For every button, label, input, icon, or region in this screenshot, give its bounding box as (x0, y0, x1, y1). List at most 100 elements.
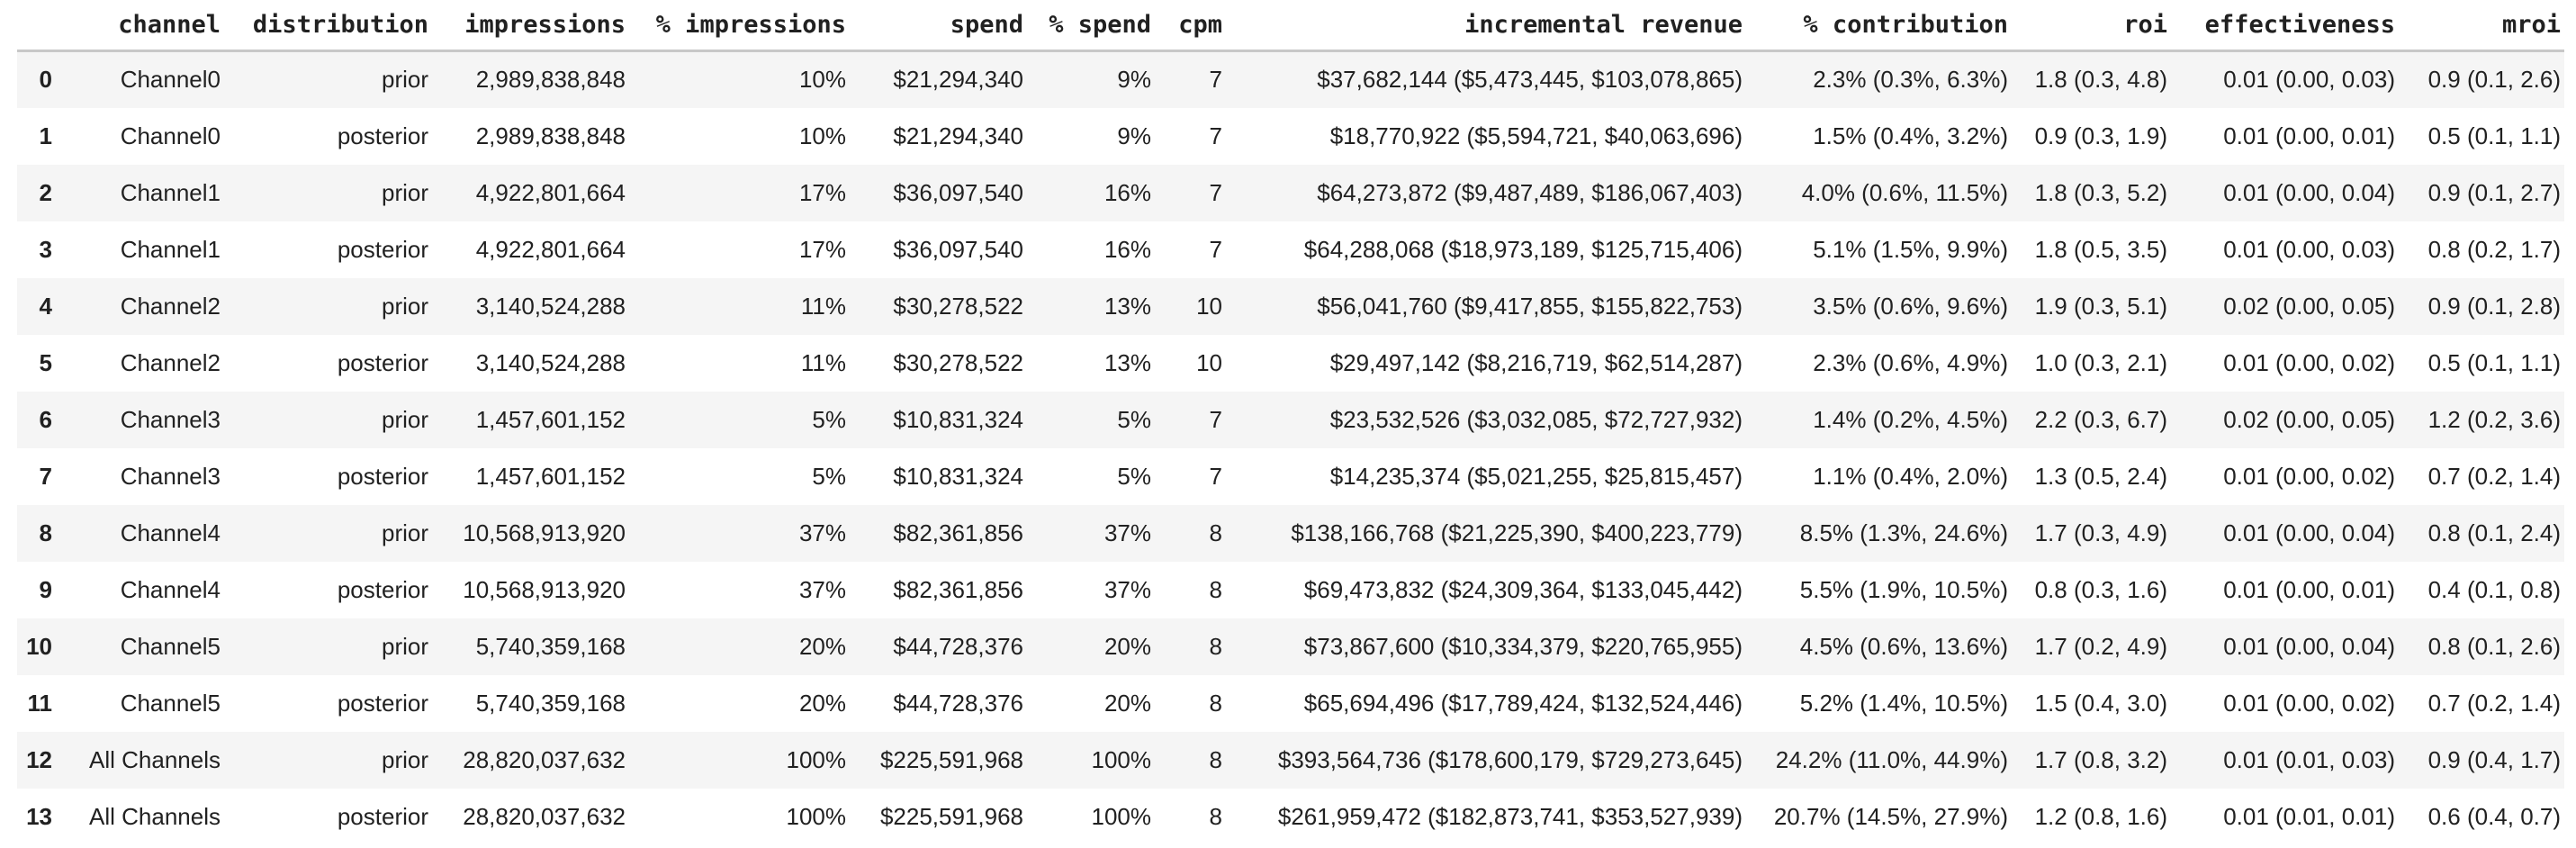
cell-distribution: prior (381, 632, 428, 660)
cell-spend: $36,097,540 (893, 178, 1023, 206)
cell-mroi: 0.5 (0.1, 1.1) (2427, 348, 2561, 376)
cell-cpm: 7 (1209, 235, 1222, 263)
cell-mroi: 0.8 (0.2, 1.7) (2427, 235, 2561, 263)
cell-pct-impressions: 37% (798, 575, 846, 603)
cell-pct-contribution: 2.3% (0.6%, 4.9%) (1813, 348, 2008, 376)
cell-mroi: 0.9 (0.1, 2.6) (2427, 66, 2561, 94)
cell-pct-spend: 5% (1117, 462, 1151, 490)
cell-effectiveness: 0.02 (0.00, 0.05) (2223, 405, 2395, 433)
cell-channel: All Channels (89, 802, 221, 830)
cell-pct-contribution: 4.5% (0.6%, 13.6%) (1799, 632, 2008, 660)
cell-spend: $30,278,522 (893, 292, 1023, 320)
cell-impressions: 5,740,359,168 (475, 689, 626, 717)
cell-impressions: 3,140,524,288 (475, 348, 626, 376)
cell-pct-contribution: 8.5% (1.3%, 24.6%) (1799, 519, 2008, 546)
column-header-effectiveness: effectiveness (2167, 0, 2395, 52)
cell-incremental-revenue: $18,770,922 ($5,594,721, $40,063,696) (1329, 122, 1743, 149)
cell-cpm: 8 (1209, 689, 1222, 717)
cell-spend: $44,728,376 (893, 689, 1023, 717)
cell-impressions: 3,140,524,288 (475, 292, 626, 320)
cell-spend: $10,831,324 (893, 462, 1023, 490)
cell-mroi: 0.9 (0.1, 2.8) (2427, 292, 2561, 320)
cell-spend: $10,831,324 (893, 405, 1023, 433)
cell-pct-impressions: 10% (798, 122, 846, 149)
row-index: 12 (26, 745, 52, 773)
cell-spend: $21,294,340 (893, 66, 1023, 94)
cell-impressions: 28,820,037,632 (463, 802, 626, 830)
cell-pct-impressions: 100% (786, 802, 847, 830)
cell-mroi: 1.2 (0.2, 3.6) (2427, 405, 2561, 433)
row-index: 9 (39, 575, 52, 603)
table-row: 1 Channel0 posterior 2,989,838,848 10% $21,29… (17, 108, 2564, 165)
cell-effectiveness: 0.01 (0.00, 0.01) (2223, 575, 2395, 603)
cell-pct-spend: 37% (1103, 519, 1151, 546)
cell-cpm: 10 (1196, 348, 1222, 376)
cell-cpm: 8 (1209, 745, 1222, 773)
column-header-pct-spend: % spend (1023, 0, 1151, 52)
row-index: 3 (39, 235, 52, 263)
cell-distribution: posterior (337, 122, 428, 149)
cell-incremental-revenue: $56,041,760 ($9,417,855, $155,822,753) (1317, 292, 1743, 320)
cell-incremental-revenue: $69,473,832 ($24,309,364, $133,045,442) (1303, 575, 1743, 603)
cell-channel: Channel4 (120, 575, 221, 603)
cell-impressions: 4,922,801,664 (475, 235, 626, 263)
cell-spend: $30,278,522 (893, 348, 1023, 376)
cell-roi: 1.7 (0.8, 3.2) (2034, 745, 2167, 773)
cell-pct-impressions: 20% (798, 689, 846, 717)
index-column-header (17, 0, 52, 52)
cell-spend: $82,361,856 (893, 519, 1023, 546)
cell-pct-spend: 16% (1103, 235, 1151, 263)
cell-pct-impressions: 11% (800, 292, 846, 320)
cell-roi: 1.3 (0.5, 2.4) (2034, 462, 2167, 490)
cell-incremental-revenue: $14,235,374 ($5,021,255, $25,815,457) (1329, 462, 1743, 490)
row-index: 4 (39, 292, 52, 320)
cell-roi: 1.7 (0.3, 4.9) (2034, 519, 2167, 546)
cell-incremental-revenue: $37,682,144 ($5,473,445, $103,078,865) (1317, 66, 1743, 94)
cell-impressions: 1,457,601,152 (475, 462, 626, 490)
cell-cpm: 7 (1209, 66, 1222, 94)
cell-roi: 1.7 (0.2, 4.9) (2034, 632, 2167, 660)
cell-cpm: 8 (1209, 575, 1222, 603)
cell-roi: 1.0 (0.3, 2.1) (2034, 348, 2167, 376)
cell-distribution: prior (381, 405, 428, 433)
row-index: 13 (26, 802, 52, 830)
cell-mroi: 0.5 (0.1, 1.1) (2427, 122, 2561, 149)
cell-pct-contribution: 5.5% (1.9%, 10.5%) (1799, 575, 2008, 603)
cell-roi: 1.8 (0.3, 4.8) (2034, 66, 2167, 94)
cell-distribution: posterior (337, 462, 428, 490)
cell-roi: 1.9 (0.3, 5.1) (2034, 292, 2167, 320)
cell-distribution: posterior (337, 689, 428, 717)
cell-pct-impressions: 10% (798, 66, 846, 94)
cell-channel: Channel3 (120, 405, 221, 433)
cell-cpm: 8 (1209, 632, 1222, 660)
cell-roi: 1.8 (0.5, 3.5) (2034, 235, 2167, 263)
cell-pct-impressions: 100% (786, 745, 847, 773)
cell-roi: 1.5 (0.4, 3.0) (2034, 689, 2167, 717)
table-row: 6 Channel3 prior 1,457,601,152 5% $10,831,324… (17, 391, 2564, 448)
cell-mroi: 0.7 (0.2, 1.4) (2427, 462, 2561, 490)
cell-incremental-revenue: $64,288,068 ($18,973,189, $125,715,406) (1303, 235, 1743, 263)
cell-channel: Channel3 (120, 462, 221, 490)
cell-channel: Channel2 (120, 348, 221, 376)
cell-impressions: 10,568,913,920 (463, 519, 626, 546)
summary-table: channel distribution impressions% impressi… (17, 0, 2564, 845)
cell-pct-spend: 100% (1091, 745, 1152, 773)
column-header-roi: roi (2008, 0, 2167, 52)
cell-impressions: 1,457,601,152 (475, 405, 626, 433)
cell-incremental-revenue: $29,497,142 ($8,216,719, $62,514,287) (1329, 348, 1743, 376)
column-header-impressions: impressions (428, 0, 626, 52)
cell-pct-impressions: 5% (812, 462, 846, 490)
header-row: channel distribution impressions% impressi… (17, 0, 2564, 52)
cell-pct-spend: 13% (1103, 348, 1151, 376)
column-header-distribution: distribution (221, 0, 428, 52)
cell-channel: Channel5 (120, 632, 221, 660)
cell-impressions: 5,740,359,168 (475, 632, 626, 660)
column-header-spend: spend (846, 0, 1023, 52)
cell-channel: Channel2 (120, 292, 221, 320)
row-index: 8 (39, 519, 52, 546)
cell-distribution: prior (381, 292, 428, 320)
cell-spend: $82,361,856 (893, 575, 1023, 603)
cell-mroi: 0.7 (0.2, 1.4) (2427, 689, 2561, 717)
cell-pct-spend: 16% (1103, 178, 1151, 206)
cell-cpm: 10 (1196, 292, 1222, 320)
